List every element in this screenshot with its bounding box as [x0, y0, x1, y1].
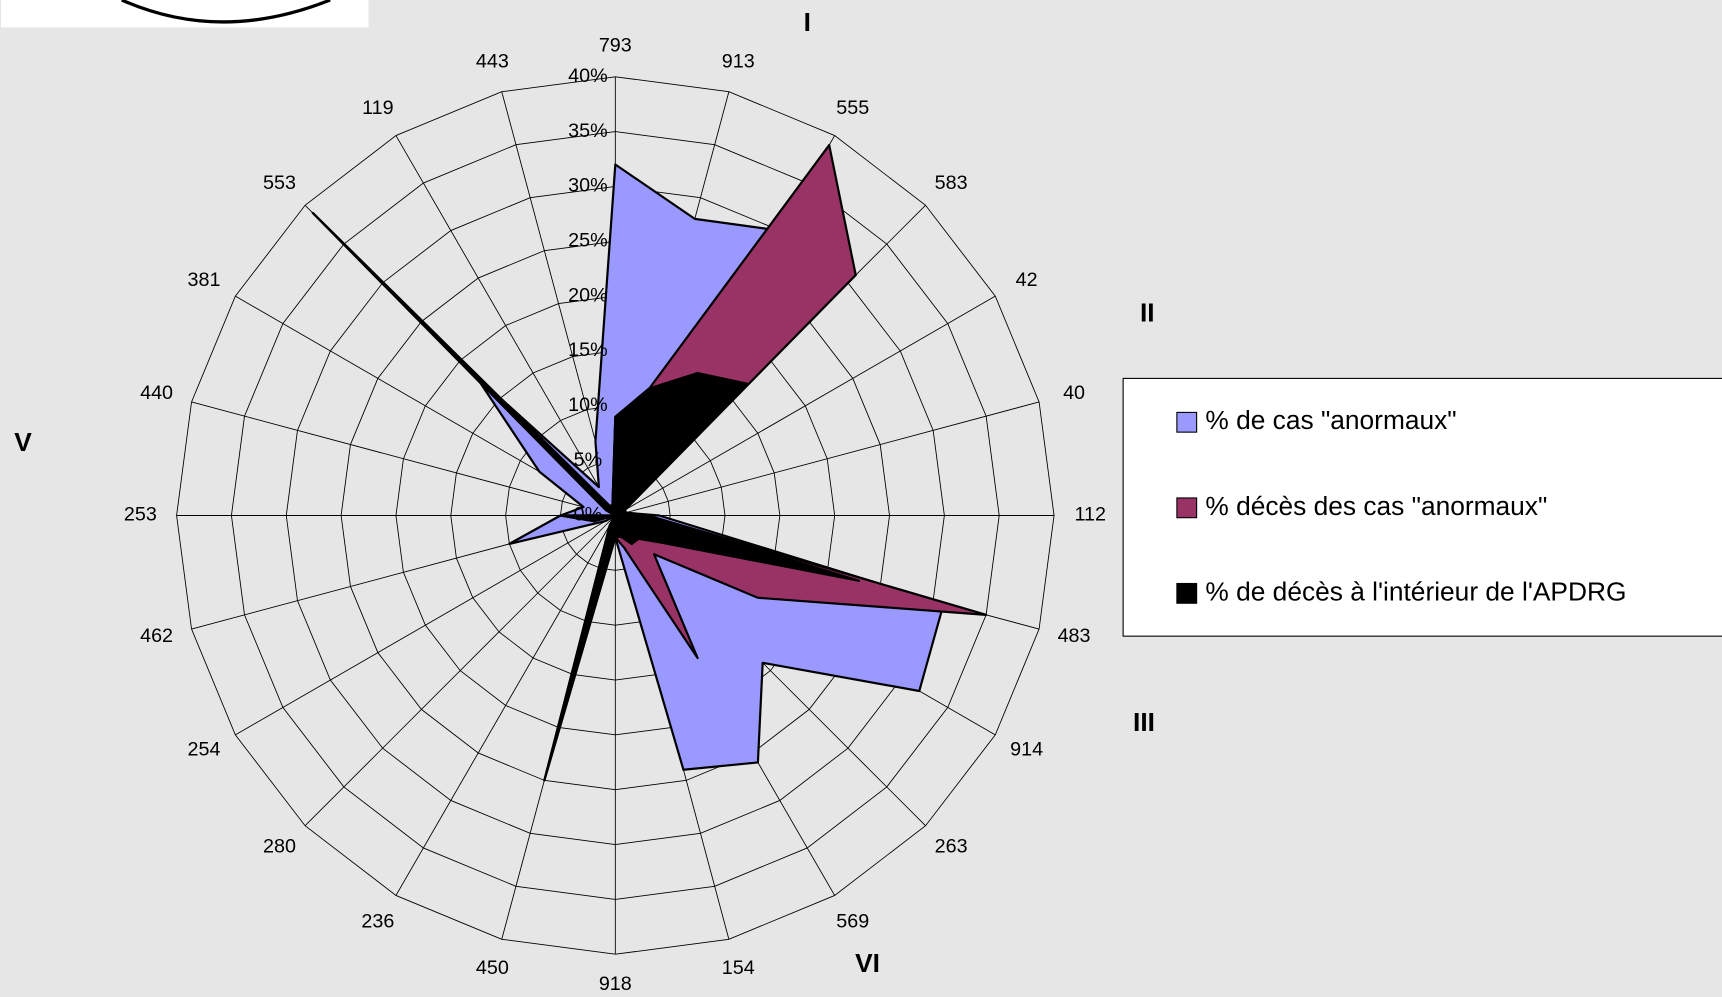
category-label: 154	[722, 957, 755, 979]
category-label: 42	[1016, 269, 1038, 291]
category-label: 280	[263, 836, 296, 858]
legend	[1122, 377, 1722, 637]
logo-box	[1, 0, 369, 28]
annotation: II	[1140, 298, 1155, 328]
logo	[121, 0, 331, 24]
category-label: 119	[362, 97, 393, 119]
spoke	[395, 135, 616, 516]
legend-label: % de cas "anormaux"	[1205, 405, 1456, 435]
spoke	[235, 515, 616, 736]
legend-label: % de décès à l'intérieur de l'APDRG	[1205, 576, 1626, 606]
category-label: 483	[1058, 625, 1091, 647]
category-label: 918	[599, 973, 632, 995]
legend-swatch	[1176, 497, 1198, 519]
r-tick-label: 0%	[574, 504, 603, 526]
annotation: VI	[855, 948, 880, 978]
category-label: 254	[188, 738, 221, 760]
category-label: 569	[836, 910, 869, 932]
legend-label: % décès des cas "anormaux"	[1205, 491, 1547, 521]
r-tick-label: 40%	[568, 65, 608, 87]
spoke	[395, 515, 616, 896]
category-label: 381	[188, 269, 221, 291]
r-tick-label: 10%	[568, 394, 608, 416]
category-label: 553	[263, 172, 296, 194]
category-label: 555	[836, 97, 869, 119]
category-label: 236	[361, 910, 394, 932]
legend-swatch	[1176, 411, 1198, 433]
spoke	[615, 295, 996, 516]
category-label: 112	[1074, 504, 1105, 526]
category-label: 583	[935, 172, 968, 194]
category-label: 443	[476, 50, 509, 72]
category-label: 793	[599, 34, 632, 56]
category-label: 40	[1063, 382, 1085, 404]
category-label: 263	[935, 836, 968, 858]
annotation: I	[804, 7, 811, 37]
spoke	[191, 401, 616, 516]
r-tick-label: 15%	[568, 339, 608, 361]
category-label: 440	[140, 382, 173, 404]
category-label: 462	[140, 625, 173, 647]
r-tick-label: 5%	[574, 449, 603, 471]
category-label: 450	[476, 957, 509, 979]
legend-swatch	[1176, 582, 1198, 604]
spoke	[304, 515, 616, 827]
category-label: 914	[1010, 738, 1043, 760]
annotation: III	[1133, 707, 1155, 737]
category-label: 913	[722, 50, 755, 72]
r-tick-label: 20%	[568, 284, 608, 306]
spoke	[615, 401, 1040, 516]
annotation: V	[14, 427, 32, 457]
r-tick-label: 25%	[568, 230, 608, 252]
r-tick-label: 30%	[568, 175, 608, 197]
category-label: 253	[124, 504, 157, 526]
series-area	[311, 211, 861, 782]
r-tick-label: 35%	[568, 120, 608, 142]
